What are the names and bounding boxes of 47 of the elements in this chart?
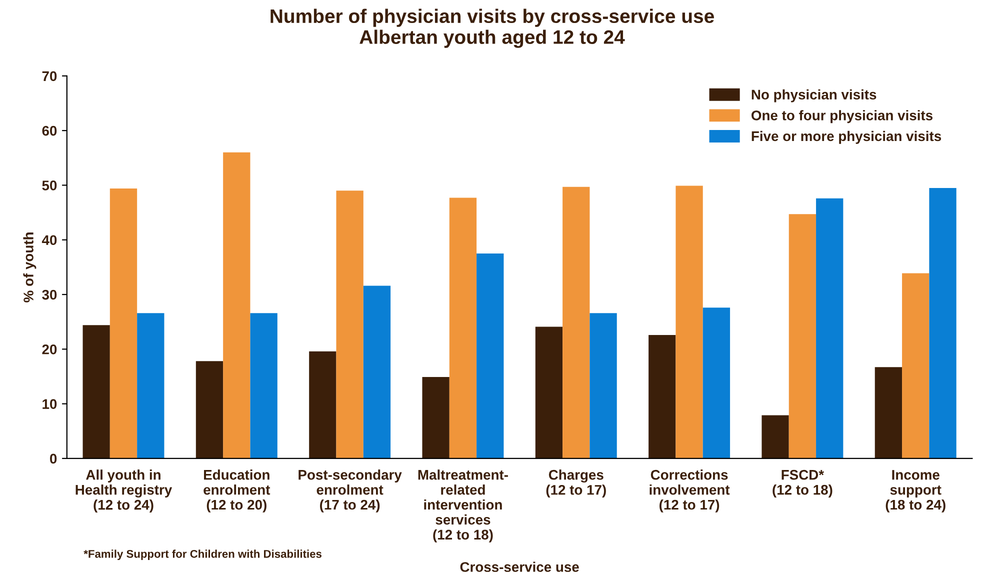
x-tick-label: Income support (18 to 24)	[886, 470, 946, 512]
x-tick-label: Charges (12 to 17)	[546, 470, 606, 498]
y-tick-label: 20	[42, 344, 57, 354]
bar	[363, 286, 391, 458]
x-tick-label: Education enrolment (12 to 20)	[204, 470, 270, 512]
bar	[648, 334, 676, 458]
bar	[196, 361, 224, 458]
x-tick-label: Corrections involvement (12 to 17)	[650, 470, 730, 512]
y-tick-label: 0	[50, 454, 57, 464]
bar	[816, 198, 844, 458]
bar	[874, 367, 902, 458]
legend-label: Five or more physician visits	[752, 130, 942, 144]
x-tick-label: All youth in Health registry (12 to 24)	[76, 470, 172, 512]
x-tick-label: Maltreatment- related intervention services (12 to 18)	[418, 470, 508, 542]
x-tick-label: FSCD* (12 to 18)	[772, 470, 832, 498]
y-tick-label: 60	[42, 126, 57, 136]
bar	[250, 313, 278, 458]
y-tick-label: 70	[42, 71, 57, 82]
y-tick-label: 40	[42, 235, 57, 246]
bar	[762, 415, 789, 458]
bar	[336, 190, 364, 458]
bar	[562, 186, 590, 458]
bar	[676, 186, 703, 458]
chart-title: Number of physician visits by cross-service use Albertan youth aged 12 to 24	[270, 8, 714, 48]
legend-label: One to four physician visits	[752, 110, 933, 124]
text: *Family Support for Children with Disabilities	[84, 550, 322, 560]
bar	[788, 214, 816, 458]
bar	[82, 325, 110, 458]
y-axis-title: % of youth	[23, 232, 36, 302]
bar	[929, 188, 956, 458]
bar	[309, 351, 336, 458]
legend-label: No physician visits	[752, 89, 876, 102]
bar	[535, 326, 563, 458]
bar	[590, 313, 617, 458]
bar	[449, 198, 477, 458]
bar	[422, 377, 450, 458]
bar	[702, 308, 730, 458]
bar	[137, 313, 164, 458]
x-tick-label: Post-secondary enrolment (17 to 24)	[298, 470, 402, 512]
y-tick-label: 10	[42, 399, 57, 409]
bar	[110, 188, 138, 458]
bar	[476, 254, 504, 458]
bar	[902, 273, 930, 458]
bar	[223, 152, 250, 458]
x-axis-title: Cross-service use	[460, 562, 579, 572]
y-tick-label: 30	[42, 290, 57, 300]
y-tick-label: 50	[42, 180, 57, 190]
